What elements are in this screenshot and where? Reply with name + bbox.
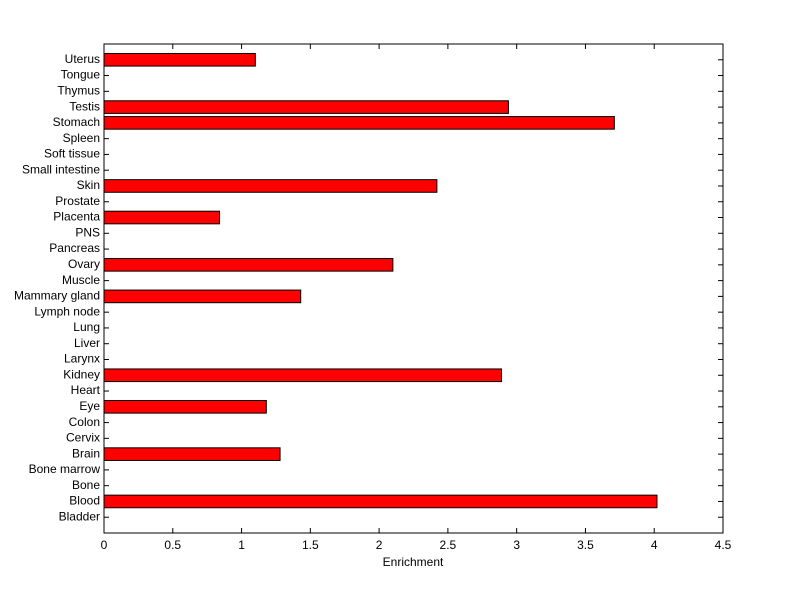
y-tick-label: Mammary gland (14, 289, 100, 303)
y-tick-label: Bone (72, 478, 100, 492)
bar (103, 210, 221, 225)
bar (103, 494, 658, 509)
x-tick-label: 1.5 (302, 538, 319, 552)
y-tick-label: Pancreas (49, 241, 100, 255)
y-tick-label: Ovary (68, 257, 100, 271)
x-tick-label: 2.5 (440, 538, 457, 552)
bar (103, 399, 267, 414)
y-tick-label: Placenta (53, 210, 100, 224)
x-tick-label: 2 (376, 538, 383, 552)
x-tick-label: 0 (101, 538, 108, 552)
bar (103, 447, 281, 461)
y-tick-label: Cervix (66, 431, 100, 445)
y-tick-label: Lung (73, 320, 100, 334)
bar (103, 116, 615, 130)
y-tick-label: Skin (77, 178, 100, 192)
y-tick-label: Muscle (62, 273, 100, 287)
y-tick-label: Colon (69, 415, 100, 429)
y-tick-label: Spleen (63, 131, 100, 145)
x-tick-label: 0.5 (164, 538, 181, 552)
bar (103, 258, 394, 272)
bar (103, 368, 503, 383)
y-tick-label: Testis (69, 99, 100, 113)
bar (103, 52, 256, 67)
y-tick-label: Eye (79, 399, 100, 413)
y-tick-label: Soft tissue (44, 147, 100, 161)
plot-frame (103, 43, 724, 534)
y-tick-label: Lymph node (34, 304, 100, 318)
bar (103, 100, 509, 114)
y-tick-label: Brain (72, 446, 100, 460)
y-tick-label: Liver (74, 336, 100, 350)
y-tick-label: Bone marrow (29, 462, 101, 476)
y-tick-label: PNS (75, 225, 100, 239)
x-tick-label: 1 (238, 538, 245, 552)
bar (103, 289, 302, 304)
y-tick-label: Uterus (65, 52, 100, 66)
y-tick-label: Prostate (55, 194, 100, 208)
y-tick-label: Blood (69, 494, 100, 508)
x-axis-label: Enrichment (383, 555, 444, 569)
y-tick-label: Thymus (57, 83, 100, 97)
x-tick-label: 3.5 (577, 538, 594, 552)
x-tick-label: 4 (651, 538, 658, 552)
y-tick-label: Stomach (53, 115, 100, 129)
y-tick-label: Small intestine (22, 162, 100, 176)
y-tick-label: Larynx (64, 352, 100, 366)
x-tick-label: 4.5 (715, 538, 732, 552)
y-tick-label: Bladder (59, 509, 100, 523)
bar (103, 179, 438, 193)
y-tick-label: Heart (71, 383, 101, 397)
y-tick-label: Tongue (61, 68, 101, 82)
x-tick-label: 3 (513, 538, 520, 552)
y-tick-label: Kidney (63, 367, 100, 381)
